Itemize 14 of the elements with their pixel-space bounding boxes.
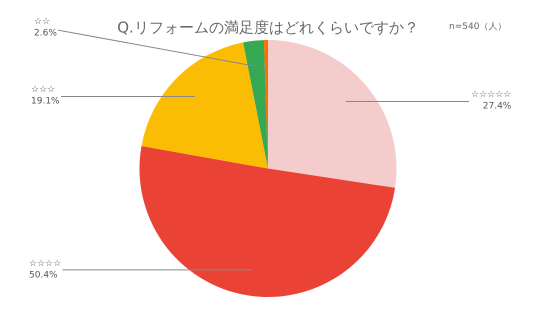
slice-label: ☆☆☆☆☆ [471,90,512,100]
slice-label: ☆☆☆ [31,85,56,95]
pie-slice [141,42,268,168]
data-label: 2.6% [34,28,58,39]
pie-slice [243,40,268,168]
slice-label: ☆☆ [34,17,50,27]
slice-label: ☆☆☆☆ [29,259,62,269]
data-label: 27.4% [482,102,512,112]
pie-slice [140,146,396,297]
text: n=540（人） [449,21,506,32]
data-label: 50.4% [29,270,58,281]
pie-slice [268,40,396,188]
data-label: 19.1% [31,96,60,107]
chart-title: Q.リフォームの満足度はどれくらいですか？ [117,18,419,37]
